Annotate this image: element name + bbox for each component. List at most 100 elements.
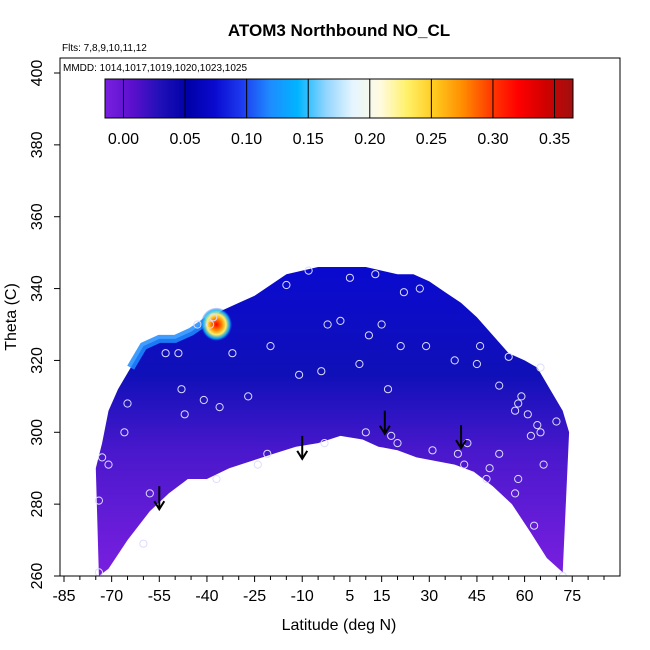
observation-point [558, 571, 567, 576]
observation-point [295, 370, 304, 379]
x-tick-label: 75 [563, 588, 581, 605]
y-tick-label: 300 [29, 419, 46, 446]
observation-point [460, 460, 469, 469]
observation-point [266, 342, 275, 351]
observation-point [539, 460, 548, 469]
observation-point [536, 363, 545, 372]
observation-point [209, 313, 218, 322]
observation-point [355, 359, 364, 369]
observation-point [228, 349, 237, 358]
observation-point [517, 392, 526, 401]
observation-point [317, 367, 326, 376]
observation-point [530, 521, 539, 530]
x-tick-label: 45 [468, 588, 486, 605]
observation-point [94, 496, 104, 505]
observation-point [415, 284, 424, 293]
observation-point [453, 449, 462, 458]
x-tick-label: -55 [148, 588, 171, 605]
y-tick-label: 320 [29, 347, 46, 374]
x-tick-label: -70 [100, 588, 123, 605]
flight-arrow-head [153, 500, 166, 512]
x-tick-label: 60 [516, 588, 534, 605]
observation-point [495, 449, 504, 458]
x-axis-label: Latitude (deg N) [282, 617, 397, 634]
field-area [95, 267, 570, 576]
observation-point [536, 428, 545, 437]
observation-point [177, 385, 186, 394]
observation-point [98, 453, 107, 462]
x-tick-label: -40 [195, 588, 218, 605]
observation-point [476, 342, 485, 351]
observation-point [244, 392, 253, 401]
y-tick-label: 360 [29, 203, 46, 230]
observation-point [510, 489, 520, 498]
observation-point [320, 439, 329, 448]
colorbar-tick-label: 0.05 [169, 131, 200, 148]
colorbar: 0.00 0.05 0.10 0.15 0.20 0.25 0.30 0.35 [104, 78, 574, 148]
y-tick-label: 380 [29, 131, 46, 158]
flights-label: Flts: 7,8,9,10,11,12 [62, 43, 147, 54]
observation-point [377, 320, 386, 329]
observation-point [120, 428, 129, 437]
y-axis-label: Theta (C) [3, 283, 20, 351]
observation-point [206, 320, 215, 329]
observation-point [552, 417, 561, 426]
colorbar-gradient [104, 78, 574, 119]
field-rim [127, 317, 210, 370]
observation-point [199, 395, 208, 405]
flight-arrow-head [296, 450, 309, 461]
observation-point [514, 474, 523, 484]
observation-point [428, 446, 437, 455]
colorbar-tick-label: 0.25 [416, 131, 447, 148]
y-tick-label: 340 [29, 275, 46, 302]
observation-point [212, 474, 221, 484]
flight-arrow-head [455, 439, 467, 450]
x-tick-label: 5 [345, 588, 354, 605]
x-axis: -85 -70 -55 -40 -25 -10 5 15 30 45 60 75 [52, 575, 605, 605]
x-tick-label: 30 [420, 588, 438, 605]
observation-point [253, 460, 262, 469]
observation-point [485, 464, 494, 473]
observation-point [399, 288, 408, 297]
observation-point [161, 349, 170, 358]
observation-point [282, 280, 291, 290]
observation-point [139, 539, 148, 548]
field-layer [94, 266, 570, 576]
observation-point [514, 399, 523, 408]
observation-point [510, 406, 520, 415]
observation-point [193, 320, 202, 329]
x-tick-label: -25 [243, 588, 266, 605]
observation-point [495, 381, 504, 390]
observation-point [364, 331, 373, 340]
observation-point [422, 342, 431, 351]
observation-point [304, 266, 313, 275]
colorbar-tick-label: 0.35 [539, 131, 570, 148]
y-tick-label: 280 [29, 491, 46, 518]
colorbar-tick-label: 0.20 [354, 131, 385, 148]
observation-point [180, 410, 189, 419]
hotspot [200, 307, 233, 342]
observation-point [145, 489, 154, 498]
observation-point [396, 342, 405, 351]
x-tick-label: -85 [52, 588, 75, 605]
colorbar-tick-label: 0.30 [477, 131, 508, 148]
observation-point [94, 568, 103, 576]
flight-arrow-head [378, 425, 391, 436]
observation-point [393, 439, 402, 448]
observation-point [345, 273, 354, 282]
observation-point [450, 356, 459, 365]
observation-point [533, 421, 542, 430]
chart-title: ATOM3 Northbound NO_CL [228, 21, 450, 40]
observation-point [472, 359, 481, 369]
x-tick-label: 15 [373, 588, 391, 605]
y-axis: 260 280 300 320 340 360 380 400 [29, 60, 61, 590]
dates-label: MMDD: 1014,1017,1019,1020,1023,1025 [63, 63, 247, 74]
observation-point [387, 431, 396, 440]
observation-point [526, 431, 536, 440]
colorbar-tick-label: 0.15 [293, 131, 324, 148]
x-tick-label: -10 [291, 588, 314, 605]
y-tick-label: 260 [29, 563, 46, 590]
observation-point [123, 399, 132, 408]
observation-point [323, 320, 332, 329]
